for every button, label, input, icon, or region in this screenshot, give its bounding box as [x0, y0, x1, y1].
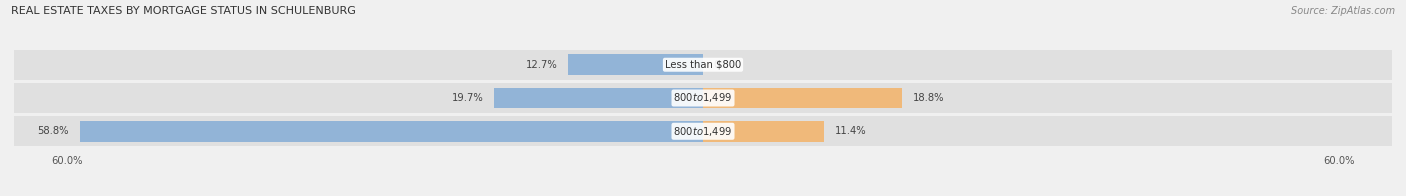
Text: Source: ZipAtlas.com: Source: ZipAtlas.com — [1291, 6, 1395, 16]
Text: 12.7%: 12.7% — [526, 60, 558, 70]
Bar — [14, 50, 1392, 80]
Text: 18.8%: 18.8% — [912, 93, 945, 103]
Text: $800 to $1,499: $800 to $1,499 — [673, 92, 733, 104]
Bar — [494, 88, 703, 108]
Text: Less than $800: Less than $800 — [665, 60, 741, 70]
Text: 19.7%: 19.7% — [451, 93, 484, 103]
Bar — [568, 54, 703, 75]
Bar — [703, 121, 824, 142]
Bar — [703, 88, 903, 108]
Text: 58.8%: 58.8% — [38, 126, 69, 136]
Bar — [14, 116, 1392, 146]
Bar — [14, 83, 1392, 113]
Text: 11.4%: 11.4% — [834, 126, 866, 136]
Text: REAL ESTATE TAXES BY MORTGAGE STATUS IN SCHULENBURG: REAL ESTATE TAXES BY MORTGAGE STATUS IN … — [11, 6, 356, 16]
Bar — [80, 121, 703, 142]
Text: 0.0%: 0.0% — [714, 60, 738, 70]
Text: $800 to $1,499: $800 to $1,499 — [673, 125, 733, 138]
